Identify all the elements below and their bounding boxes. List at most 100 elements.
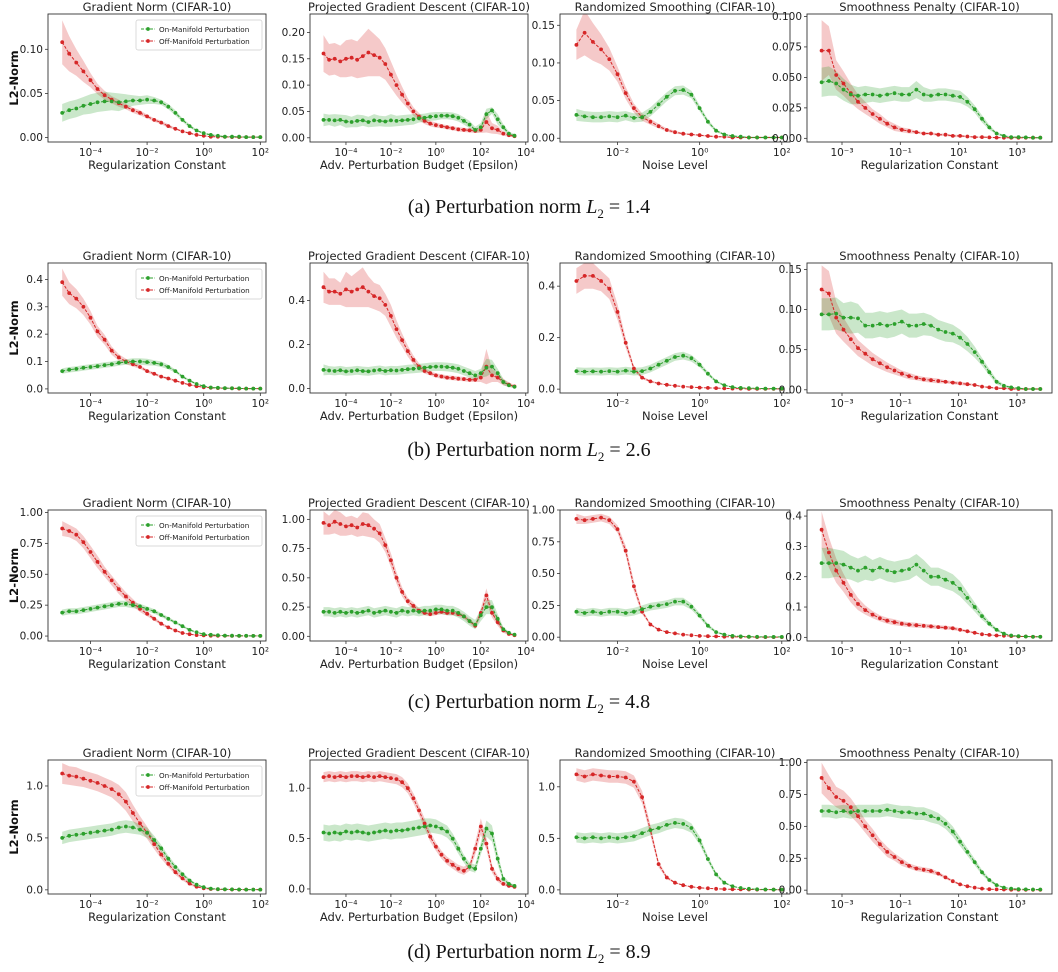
on-manifold-point bbox=[582, 369, 587, 374]
on-manifold-point bbox=[180, 624, 185, 629]
on-manifold-point bbox=[124, 360, 128, 364]
on-manifold-point bbox=[689, 826, 694, 830]
plot-area bbox=[321, 510, 517, 638]
on-manifold-point bbox=[67, 609, 72, 614]
on-manifold-point bbox=[467, 619, 472, 623]
on-manifold-point bbox=[377, 829, 382, 834]
off-manifold-point bbox=[640, 795, 644, 799]
on-manifold-point bbox=[349, 120, 354, 124]
on-manifold-point bbox=[166, 616, 171, 621]
on-manifold-point bbox=[827, 312, 831, 317]
on-manifold-point bbox=[230, 887, 234, 892]
off-manifold-point bbox=[591, 772, 595, 777]
on-manifold-point bbox=[251, 135, 256, 140]
off-manifold-point bbox=[124, 594, 128, 599]
on-manifold-point bbox=[994, 379, 999, 384]
on-manifold-point bbox=[907, 323, 911, 328]
on-manifold-point bbox=[980, 870, 984, 875]
off-manifold-point bbox=[495, 127, 500, 132]
off-manifold-point bbox=[456, 127, 461, 132]
on-manifold-point bbox=[574, 113, 579, 117]
on-manifold-point bbox=[673, 355, 677, 359]
on-manifold-point bbox=[383, 828, 388, 833]
x-tick-label: 10² bbox=[773, 147, 791, 159]
y-tick-label: 0.15 bbox=[779, 264, 802, 276]
on-manifold-point bbox=[152, 838, 157, 842]
off-manifold-point bbox=[607, 774, 612, 779]
on-manifold-point bbox=[965, 596, 970, 600]
off-manifold-point bbox=[878, 842, 882, 847]
off-manifold-band bbox=[576, 263, 782, 390]
off-manifold-point bbox=[656, 627, 661, 632]
on-manifold-point bbox=[607, 114, 612, 119]
chart-panel: Projected Gradient Descent (CIFAR-10) 10⁻… bbox=[288, 249, 534, 423]
on-manifold-point bbox=[467, 122, 472, 127]
on-manifold-point bbox=[507, 131, 511, 136]
off-manifold-point bbox=[648, 379, 653, 384]
off-manifold-point bbox=[166, 124, 171, 128]
off-manifold-point bbox=[623, 340, 628, 345]
off-manifold-point bbox=[490, 373, 494, 378]
on-manifold-point bbox=[885, 323, 890, 328]
on-manifold-point bbox=[327, 831, 331, 836]
off-manifold-point bbox=[360, 775, 365, 779]
y-tick-label: 0.4 bbox=[26, 274, 43, 286]
on-manifold-point bbox=[899, 319, 904, 324]
x-tick-label: 10⁰ bbox=[691, 646, 709, 658]
on-manifold-point bbox=[648, 828, 653, 832]
off-manifold-point bbox=[349, 289, 354, 294]
on-manifold-band bbox=[323, 600, 515, 636]
y-tick-label: 0.4 bbox=[785, 511, 802, 523]
off-manifold-point bbox=[681, 883, 686, 888]
off-manifold-point bbox=[501, 131, 506, 136]
on-manifold-point bbox=[81, 831, 86, 836]
on-manifold-point bbox=[730, 134, 735, 138]
on-manifold-point bbox=[95, 364, 100, 369]
off-manifold-point bbox=[863, 608, 868, 612]
legend: On-Manifold Perturbation Off-Manifold Per… bbox=[135, 515, 263, 547]
on-manifold-point bbox=[972, 107, 977, 111]
off-manifold-point bbox=[349, 55, 354, 60]
chart-panel: Gradient Norm (CIFAR-10) 10⁻⁴ 10⁻² 10⁰ 10² 0.… bbox=[7, 746, 269, 924]
on-manifold-point bbox=[591, 115, 595, 120]
on-manifold-point bbox=[870, 323, 875, 328]
off-manifold-point bbox=[389, 776, 393, 780]
on-manifold-point bbox=[914, 811, 919, 816]
y-tick-label: 0.4 bbox=[538, 281, 555, 293]
on-manifold-point bbox=[95, 605, 100, 610]
on-manifold-point bbox=[994, 883, 999, 887]
off-manifold-point bbox=[411, 358, 416, 362]
y-tick-label: 0.3 bbox=[26, 301, 43, 313]
off-manifold-point bbox=[987, 385, 992, 390]
off-manifold-point bbox=[885, 365, 890, 370]
on-manifold-point bbox=[60, 369, 65, 373]
x-tick-label: 10¹ bbox=[950, 398, 968, 410]
on-manifold-point bbox=[355, 368, 360, 373]
on-manifold-point bbox=[1016, 887, 1021, 892]
on-manifold-point bbox=[574, 609, 579, 614]
off-manifold-point bbox=[327, 57, 331, 62]
y-tick-label: 1.00 bbox=[532, 505, 555, 517]
on-manifold-point bbox=[714, 872, 718, 877]
off-manifold-point bbox=[439, 852, 444, 857]
x-tick-label: 10⁻² bbox=[136, 398, 159, 410]
on-manifold-point bbox=[422, 608, 427, 613]
on-manifold-point bbox=[856, 568, 860, 573]
y-tick-label: 0.05 bbox=[779, 344, 802, 356]
x-axis-label: Adv. Perturbation Budget (Epsilon) bbox=[320, 657, 518, 671]
on-manifold-point bbox=[237, 134, 242, 139]
on-manifold-point bbox=[914, 87, 919, 92]
off-manifold-point bbox=[180, 876, 185, 881]
off-manifold-point bbox=[980, 632, 984, 637]
on-manifold-point bbox=[152, 609, 157, 614]
on-manifold-point bbox=[88, 365, 93, 369]
legend-box bbox=[135, 765, 263, 797]
y-tick-label: 0.1 bbox=[785, 602, 802, 614]
on-manifold-point bbox=[138, 98, 142, 103]
x-tick-label: 10⁻⁴ bbox=[79, 646, 102, 658]
off-manifold-point bbox=[138, 111, 142, 115]
off-manifold-point bbox=[623, 548, 628, 553]
on-manifold-point bbox=[599, 611, 603, 615]
plot-area bbox=[60, 268, 263, 391]
on-manifold-point bbox=[689, 604, 694, 609]
